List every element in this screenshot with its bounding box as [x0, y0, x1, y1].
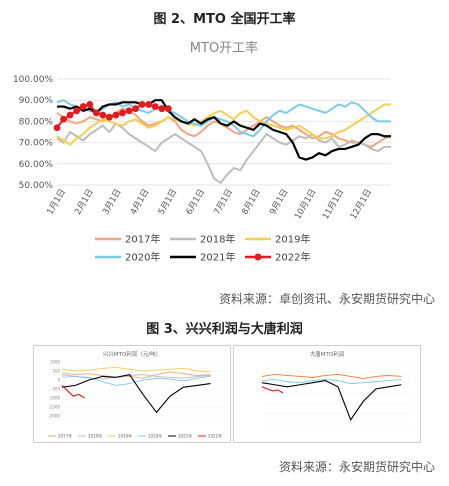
legend-label: 2018年	[200, 233, 235, 246]
series-line	[57, 99, 391, 161]
x-tick-label: 2月1日	[73, 188, 96, 217]
thumb-y-tick: -1000	[48, 396, 60, 401]
thumb-series-line	[61, 371, 211, 379]
thumb-series-line	[261, 379, 402, 385]
x-tick-label: 5月1日	[157, 188, 180, 217]
legend-label: 2022年	[275, 251, 310, 264]
legend-label: 2019年	[275, 233, 310, 246]
x-tick-label: 11月1日	[321, 188, 346, 222]
data-point	[119, 109, 126, 117]
thumb-series-line	[61, 385, 85, 399]
data-point	[105, 113, 113, 121]
thumb-series-line	[61, 374, 211, 386]
thumb-title: 大唐MTO利润	[310, 350, 345, 358]
thumb-y-tick: 500	[52, 369, 60, 374]
thumb-y-tick: -1500	[48, 405, 60, 410]
figure3-caption: 图 3、兴兴利润与大唐利润	[146, 322, 303, 337]
thumb-series-line	[261, 373, 402, 379]
y-tick-label: 70.00%	[19, 139, 54, 149]
data-point	[86, 101, 94, 108]
figure2-source: 资料来源：卓创资讯、永安期货研究中心	[218, 292, 435, 306]
series-line	[56, 103, 391, 146]
data-point	[99, 111, 107, 119]
legend-label: 2020年	[125, 251, 160, 264]
legend-label: 2021年	[200, 251, 235, 264]
data-point	[145, 101, 153, 108]
thumb-series-line	[61, 373, 211, 414]
x-tick-label: 10月1日	[293, 188, 318, 222]
y-tick-label: 100.00%	[13, 75, 53, 85]
x-tick-label: 7月1日	[212, 188, 235, 217]
data-point	[125, 107, 133, 115]
thumb-y-tick: 0	[57, 378, 60, 383]
data-point	[158, 105, 166, 113]
y-tick-label: 90.00%	[19, 96, 54, 106]
data-point	[73, 107, 81, 115]
thumb-series-line	[261, 386, 284, 394]
legend-label: 2017年	[125, 233, 160, 246]
thumb-legend-label: 2021年	[178, 433, 192, 439]
thumb-series-line	[261, 380, 402, 422]
xingxing-profit-thumbnail: 兴兴MTO利润（元/吨） 1000 500 0 -500 -1000 -1500 -2000 2…	[33, 345, 231, 443]
mto-operating-rate-chart: MTO开工率 50.00% 60.00% 70.00% 80.00% 90.00% 100.…	[13, 40, 392, 264]
data-point	[164, 105, 172, 113]
legend-marker	[254, 253, 262, 261]
x-tick-label: 1月1日	[45, 188, 68, 217]
data-point	[112, 111, 120, 119]
data-point	[132, 105, 139, 113]
series-line	[56, 122, 391, 184]
data-point	[92, 109, 100, 117]
thumb-legend-label: 2022年	[208, 433, 222, 439]
data-point	[60, 115, 67, 123]
series-line	[56, 107, 392, 148]
y-tick-label: 60.00%	[19, 160, 54, 170]
data-point	[53, 124, 61, 132]
thumb-title: 兴兴MTO利润（元/吨）	[103, 350, 161, 358]
x-tick-label: 12月1日	[349, 188, 374, 222]
thumb-series-line	[61, 366, 211, 373]
x-tick-label: 3月1日	[101, 188, 124, 217]
x-tick-label: 8月1日	[240, 188, 263, 217]
figure3-source: 资料来源：永安期货研究中心	[278, 460, 435, 474]
figure2-caption: 图 2、MTO 全国开工率	[153, 12, 296, 27]
data-point	[79, 103, 87, 110]
xingxing-profit-chart: 兴兴MTO利润（元/吨） 1000 500 0 -500 -1000 -1500 -2000 2…	[48, 350, 224, 439]
x-tick-label: 4月1日	[129, 188, 152, 217]
thumb-legend-label: 2019年	[118, 433, 132, 439]
thumb-y-tick: 1000	[50, 360, 61, 365]
thumb-legend-label: 2020年	[148, 433, 162, 439]
thumb-y-tick: -500	[51, 387, 61, 392]
x-tick-label: 9月1日	[268, 188, 291, 217]
x-tick-label: 6月1日	[185, 188, 208, 217]
thumb-legend-label: 2017年	[58, 433, 72, 439]
data-point	[151, 103, 159, 110]
y-tick-label: 50.00%	[19, 181, 54, 191]
thumb-legend-label: 2019年	[88, 433, 102, 439]
datang-profit-thumbnail: 大唐MTO利润	[233, 345, 421, 443]
thumb-y-tick: -2000	[48, 414, 60, 419]
datang-profit-chart: 大唐MTO利润	[261, 350, 414, 425]
data-point	[66, 111, 74, 119]
y-tick-label: 80.00%	[19, 117, 54, 127]
thumb-series-line	[61, 374, 211, 380]
data-point	[138, 101, 146, 108]
chart-title: MTO开工率	[190, 40, 258, 56]
